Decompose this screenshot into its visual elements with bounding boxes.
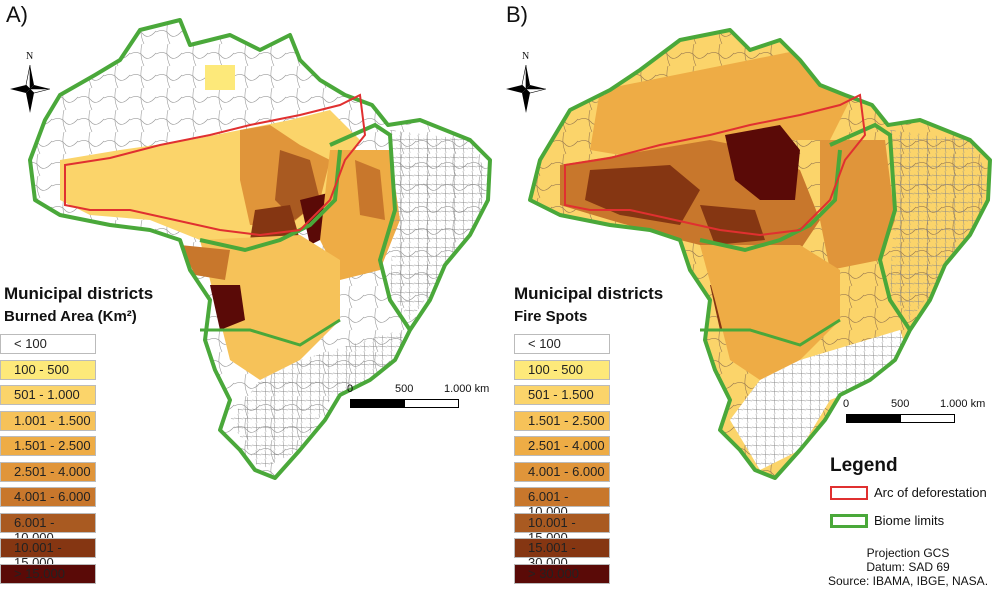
legend-class-row: 6.001 - 10.000 [0, 511, 96, 545]
scale-bar: 0 500 1.000 km [347, 383, 489, 413]
datum-text: Datum: SAD 69 [866, 560, 950, 574]
legend-swatch [514, 385, 610, 405]
legend-class-label: > 30.000 [528, 565, 579, 581]
legend-class-row: 1.001 - 1.500 [0, 409, 96, 433]
legend-class-row: 4.001 - 6.000 [514, 460, 610, 484]
legend-swatch [0, 512, 96, 533]
legend-class-row: 15.001 - 30.000 [514, 536, 610, 570]
legend-class-label: 1.001 - 1.500 [14, 412, 91, 428]
north-arrow-icon [506, 65, 546, 113]
legend-swatch [514, 512, 610, 533]
legend-class-label: 2.501 - 4.000 [528, 438, 605, 453]
legend-class-row: 2.501 - 4.000 [514, 434, 610, 458]
legend-swatch [514, 334, 610, 354]
legend-class-row: 10.001 - 15.000 [514, 511, 610, 545]
scale-tick-1000: 1.000 km [940, 398, 986, 410]
legend-class-row: > 30.000 [514, 562, 610, 586]
scale-tick-500: 500 [395, 383, 414, 395]
legend-swatch [0, 359, 96, 380]
legend-class-label: 1.501 - 2.500 [14, 438, 91, 453]
legend-swatch [0, 563, 96, 584]
legend-item-biome-limits: Biome limits [830, 513, 944, 528]
legend-subtitle: Fire Spots [514, 308, 588, 325]
map-panel-fire-spots: B) N Municipal districts Fire Spots < 10… [500, 0, 1000, 592]
panel-label: B) [506, 2, 528, 27]
legend-swatch [514, 487, 610, 507]
legend-class-label: 2.501 - 4.000 [14, 463, 91, 479]
legend-class-label: 1.501 - 2.500 [528, 412, 605, 428]
legend-class-label: 501 - 1.500 [528, 387, 594, 402]
map-legend-title: Legend [830, 455, 898, 476]
legend-class-row: 4.001 - 6.000 [0, 485, 96, 509]
legend-swatch [514, 359, 610, 380]
legend-class-row: 2.501 - 4.000 [0, 460, 96, 484]
legend-class-row: 501 - 1.500 [514, 383, 610, 407]
projection-text: Projection GCS [866, 546, 950, 560]
biome-swatch [830, 513, 868, 528]
legend-swatch [0, 410, 96, 431]
legend-title: Municipal districts [514, 284, 664, 303]
legend-class-row: > 15.000 [0, 562, 96, 586]
legend-swatch [514, 436, 610, 456]
legend-swatch [0, 461, 96, 482]
map-panel-burned-area: A) N Municipal districts Burned Area (Km… [0, 2, 492, 586]
legend-class-label: 501 - 1.000 [14, 387, 80, 402]
legend-swatch [514, 538, 610, 558]
map-legend: Legend Arc of deforestation Biome limits [830, 455, 1000, 545]
scale-tick-0: 0 [843, 398, 850, 410]
legend-swatch [0, 334, 96, 354]
scale-tick-500: 500 [891, 398, 910, 410]
legend-item-arc-of-deforestation: Arc of deforestation [830, 485, 987, 500]
north-arrow-icon [10, 65, 50, 113]
panel-label: A) [6, 2, 28, 27]
legend-class-row: 100 - 500 [514, 358, 610, 382]
source-text: Source: IBAMA, IBGE, NASA. [827, 574, 989, 588]
scale-tick-1000: 1.000 km [444, 383, 490, 395]
legend-swatch [514, 461, 610, 482]
legend-item-label: Arc of deforestation [874, 485, 987, 500]
north-label: N [26, 51, 34, 62]
legend-swatch [0, 538, 96, 558]
legend-swatch [514, 410, 610, 431]
legend-swatch [514, 563, 610, 584]
brazil-fire-spots-map [528, 28, 992, 480]
north-label: N [522, 51, 530, 62]
legend-swatch [0, 385, 96, 405]
north-arrow: N [506, 51, 546, 115]
legend-class-label: 100 - 500 [528, 361, 583, 377]
legend-class-label: 4.001 - 6.000 [14, 489, 91, 504]
legend-class-row: 100 - 500 [0, 358, 96, 382]
legend-swatch [0, 436, 96, 456]
legend-class-row: 501 - 1.000 [0, 383, 96, 407]
map-credits: Projection GCS Datum: SAD 69 Source: IBA… [818, 546, 998, 588]
scale-bar: 0 500 1.000 km [843, 398, 985, 428]
legend-class-row: < 100 [514, 332, 610, 356]
brazil-burned-area-map [28, 18, 492, 480]
north-arrow: N [10, 51, 50, 115]
legend-class-row: 6.001 - 10.000 [514, 485, 610, 519]
legend-class-row: 10.001 - 15.000 [0, 536, 96, 570]
legend-class-row: 1.501 - 2.500 [0, 434, 96, 458]
legend-class-label: 4.001 - 6.000 [528, 463, 605, 479]
legend-title: Municipal districts [4, 284, 154, 303]
legend-class-label: < 100 [14, 336, 47, 351]
scale-tick-0: 0 [347, 383, 354, 395]
legend-class-label: < 100 [528, 336, 561, 351]
legend-item-label: Biome limits [874, 513, 945, 528]
legend-swatch [0, 487, 96, 507]
legend-class-label: > 15.000 [14, 565, 65, 581]
legend-subtitle: Burned Area (Km²) [4, 308, 137, 325]
legend-class-row: < 100 [0, 332, 96, 356]
legend-class-label: 100 - 500 [14, 361, 69, 377]
arc-swatch [830, 485, 868, 500]
legend-class-row: 1.501 - 2.500 [514, 409, 610, 433]
